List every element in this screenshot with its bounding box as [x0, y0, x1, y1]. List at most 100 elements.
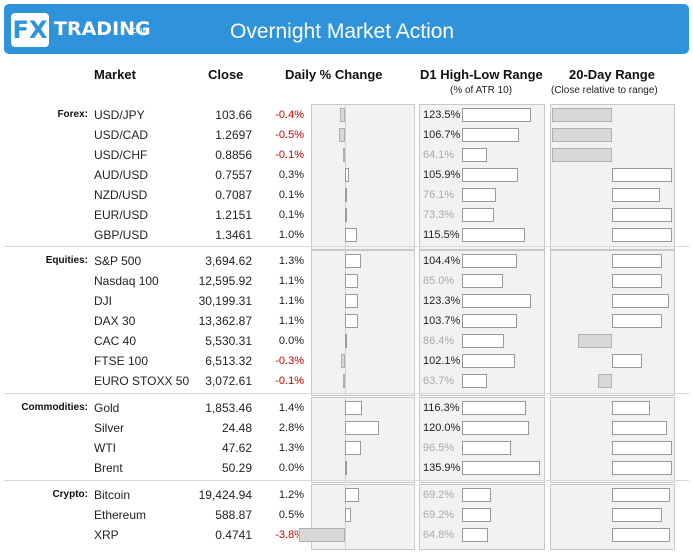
group-label: Crypto:	[52, 489, 88, 500]
market-name: CAC 40	[94, 334, 137, 348]
atr-range-value: 64.8%	[423, 529, 455, 541]
atr-range-value: 123.5%	[423, 109, 461, 121]
logo-trading-text: TRADING	[54, 18, 151, 40]
daily-change-bar	[345, 168, 349, 182]
daily-change-value: -3.8%	[275, 529, 304, 541]
atr-range-bar	[462, 148, 488, 162]
daily-change-value: -0.3%	[275, 355, 304, 367]
daily-change-bar	[340, 108, 345, 122]
close-value: 0.8856	[215, 148, 252, 162]
atr-range-value: 104.4%	[423, 255, 461, 267]
day20-range-bar	[612, 401, 651, 415]
atr-range-bar	[462, 274, 503, 288]
daily-change-bar	[345, 441, 361, 455]
market-name: USD/JPY	[94, 108, 145, 122]
day20-range-bar	[612, 314, 663, 328]
day20-range-bar	[551, 128, 612, 142]
market-name: WTI	[94, 441, 116, 455]
group-separator	[4, 480, 689, 481]
atr-range-value: 105.9%	[423, 169, 461, 181]
market-name: FTSE 100	[94, 354, 149, 368]
market-name: S&P 500	[94, 254, 142, 268]
daily-change-value: -0.5%	[275, 129, 304, 141]
close-value: 0.4741	[215, 528, 252, 542]
market-name: AUD/USD	[94, 168, 149, 182]
market-name: DAX 30	[94, 314, 136, 328]
group-label: Forex:	[57, 109, 88, 120]
atr-range-value: 85.0%	[423, 275, 455, 287]
day20-range-bar	[551, 108, 612, 122]
daily-change-value: 1.1%	[278, 295, 304, 307]
atr-range-bar	[462, 334, 504, 348]
close-value: 0.7557	[215, 168, 252, 182]
market-name: NZD/USD	[94, 188, 148, 202]
day20-range-bar	[612, 354, 643, 368]
atr-range-value: 123.3%	[423, 295, 461, 307]
group-label: Commodities:	[21, 402, 88, 413]
atr-range-bar	[462, 188, 497, 202]
daily-change-bar	[345, 274, 359, 288]
day20-range-bar	[612, 188, 661, 202]
daily-change-bar	[343, 148, 345, 162]
market-name: Brent	[94, 461, 123, 475]
day20-range-bar	[612, 508, 663, 522]
market-name: Nasdaq 100	[94, 274, 159, 288]
day20-range-bar	[612, 208, 673, 222]
day20-range-bar	[597, 374, 612, 388]
atr-range-value: 103.7%	[423, 315, 461, 327]
day20-range-bar	[612, 528, 671, 542]
close-value: 3,694.62	[205, 254, 252, 268]
market-name: EURO STOXX 50	[94, 374, 190, 388]
close-value: 1,853.46	[205, 401, 252, 415]
column-subheader-relative: (Close relative to range)	[551, 85, 658, 96]
daily-change-bar	[345, 334, 347, 348]
atr-range-bar	[462, 254, 518, 268]
market-name: Ethereum	[94, 508, 147, 522]
atr-range-value: 106.7%	[423, 129, 461, 141]
column-header-20day-range: 20-Day Range	[569, 67, 655, 82]
atr-range-bar	[462, 228, 526, 242]
daily-change-value: -0.1%	[275, 149, 304, 161]
atr-range-value: 69.2%	[423, 509, 455, 521]
atr-range-value: 102.1%	[423, 355, 461, 367]
close-value: 1.2697	[215, 128, 252, 142]
atr-range-bar	[462, 528, 488, 542]
atr-range-bar	[462, 374, 487, 388]
daily-change-bar	[345, 461, 347, 475]
day20-range-bar	[612, 294, 670, 308]
market-name: USD/CAD	[94, 128, 149, 142]
day20-range-bar	[612, 168, 673, 182]
atr-range-bar	[462, 294, 532, 308]
daily-change-value: 1.2%	[278, 489, 304, 501]
close-value: 19,424.94	[198, 488, 252, 502]
daily-change-panel	[311, 397, 415, 483]
market-name: GBP/USD	[94, 228, 149, 242]
atr-range-bar	[462, 108, 532, 122]
close-value: 6,513.32	[205, 354, 252, 368]
atr-range-value: 120.0%	[423, 422, 461, 434]
close-value: 1.3461	[215, 228, 252, 242]
market-name: Gold	[94, 401, 120, 415]
day20-range-bar	[612, 254, 663, 268]
atr-range-bar	[462, 314, 517, 328]
market-name: DJI	[94, 294, 112, 308]
daily-change-value: 1.1%	[278, 275, 304, 287]
group-label: Equities:	[45, 255, 88, 266]
daily-change-value: 1.0%	[278, 229, 304, 241]
atr-range-value: 115.5%	[423, 229, 460, 241]
close-value: 47.62	[221, 441, 252, 455]
market-name: XRP	[94, 528, 119, 542]
atr-range-value: 63.7%	[423, 375, 455, 387]
atr-range-bar	[462, 461, 541, 475]
daily-change-bar	[345, 508, 351, 522]
atr-range-value: 73.3%	[423, 209, 455, 221]
market-name: Silver	[94, 421, 125, 435]
column-header-close: Close	[208, 67, 244, 82]
daily-change-panel	[311, 104, 415, 250]
daily-change-value: 1.4%	[278, 402, 304, 414]
column-header-daily-change: Daily % Change	[285, 67, 383, 82]
market-name: EUR/USD	[94, 208, 149, 222]
atr-range-bar	[462, 488, 491, 502]
daily-change-bar	[345, 208, 347, 222]
daily-change-bar	[345, 314, 359, 328]
